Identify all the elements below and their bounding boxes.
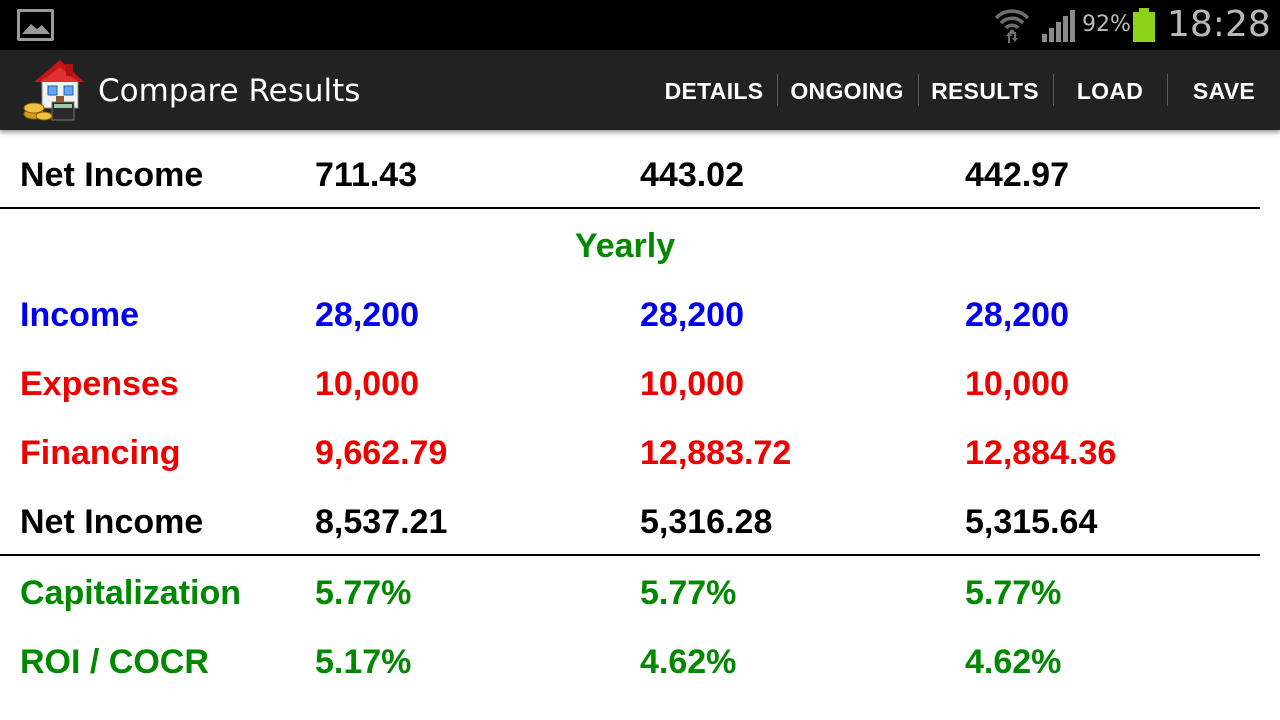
row-value: 10,000 bbox=[640, 365, 744, 403]
row-value: 443.02 bbox=[640, 156, 744, 194]
results-button[interactable]: RESULTS bbox=[931, 78, 1039, 104]
row-value: 442.97 bbox=[965, 156, 1069, 194]
row-value: 12,883.72 bbox=[640, 434, 792, 472]
battery-icon bbox=[1133, 8, 1155, 42]
details-button[interactable]: DETAILS bbox=[664, 78, 764, 104]
section-title-yearly: Yearly bbox=[574, 227, 676, 265]
house-coins-logo[interactable] bbox=[22, 58, 88, 122]
row-value: 5,315.64 bbox=[965, 503, 1098, 541]
row-label: Capitalization bbox=[20, 574, 242, 612]
results-table: Net Income 711.43 443.02 442.97 Yearly I… bbox=[0, 130, 1280, 720]
row-value: 4.62% bbox=[965, 643, 1062, 681]
table-row-net-income-yearly: Net Income 8,537.21 5,316.28 5,315.64 bbox=[0, 503, 1280, 549]
table-row-roi-cocr: ROI / COCR 5.17% 4.62% 4.62% bbox=[0, 643, 1280, 689]
divider bbox=[0, 207, 1260, 209]
load-button[interactable]: LOAD bbox=[1076, 78, 1144, 104]
row-value: 5.77% bbox=[965, 574, 1062, 612]
ongoing-button[interactable]: ONGOING bbox=[790, 78, 904, 104]
row-value: 9,662.79 bbox=[315, 434, 448, 472]
table-row-capitalization: Capitalization 5.77% 5.77% 5.77% bbox=[0, 574, 1280, 620]
status-bar: 92% 18:28 bbox=[0, 0, 1280, 50]
row-label: Net Income bbox=[20, 503, 204, 541]
row-label: Net Income bbox=[20, 156, 204, 194]
app-title: Compare Results bbox=[98, 73, 361, 109]
menu-divider bbox=[918, 74, 919, 106]
table-row-income: Income 28,200 28,200 28,200 bbox=[0, 296, 1280, 342]
signal-icon bbox=[1042, 10, 1075, 42]
row-label: Income bbox=[20, 296, 140, 334]
wifi-icon bbox=[995, 9, 1029, 43]
row-label: Financing bbox=[20, 434, 181, 472]
row-value: 5.17% bbox=[315, 643, 412, 681]
menu-divider bbox=[1167, 74, 1168, 106]
action-bar: Compare Results DETAILS ONGOING RESULTS … bbox=[0, 50, 1280, 130]
row-label: Expenses bbox=[20, 365, 179, 403]
battery-percent: 92% bbox=[1082, 12, 1131, 37]
menu-divider bbox=[777, 74, 778, 106]
row-value: 5,316.28 bbox=[640, 503, 773, 541]
row-value: 28,200 bbox=[315, 296, 419, 334]
row-value: 711.43 bbox=[315, 156, 418, 194]
row-value: 10,000 bbox=[965, 365, 1069, 403]
row-value: 5.77% bbox=[640, 574, 737, 612]
row-value: 8,537.21 bbox=[315, 503, 448, 541]
divider bbox=[0, 554, 1260, 556]
save-button[interactable]: SAVE bbox=[1192, 78, 1256, 104]
row-value: 10,000 bbox=[315, 365, 419, 403]
row-value: 5.77% bbox=[315, 574, 412, 612]
gallery-icon bbox=[17, 9, 54, 41]
row-value: 4.62% bbox=[640, 643, 737, 681]
row-value: 28,200 bbox=[640, 296, 744, 334]
row-label: ROI / COCR bbox=[20, 643, 209, 681]
row-value: 12,884.36 bbox=[965, 434, 1117, 472]
row-value: 28,200 bbox=[965, 296, 1069, 334]
table-row-financing: Financing 9,662.79 12,883.72 12,884.36 bbox=[0, 434, 1280, 480]
menu-divider bbox=[1053, 74, 1054, 106]
status-clock: 18:28 bbox=[1167, 4, 1271, 45]
table-row-expenses: Expenses 10,000 10,000 10,000 bbox=[0, 365, 1280, 411]
table-row-net-income-monthly: Net Income 711.43 443.02 442.97 bbox=[0, 156, 1280, 202]
